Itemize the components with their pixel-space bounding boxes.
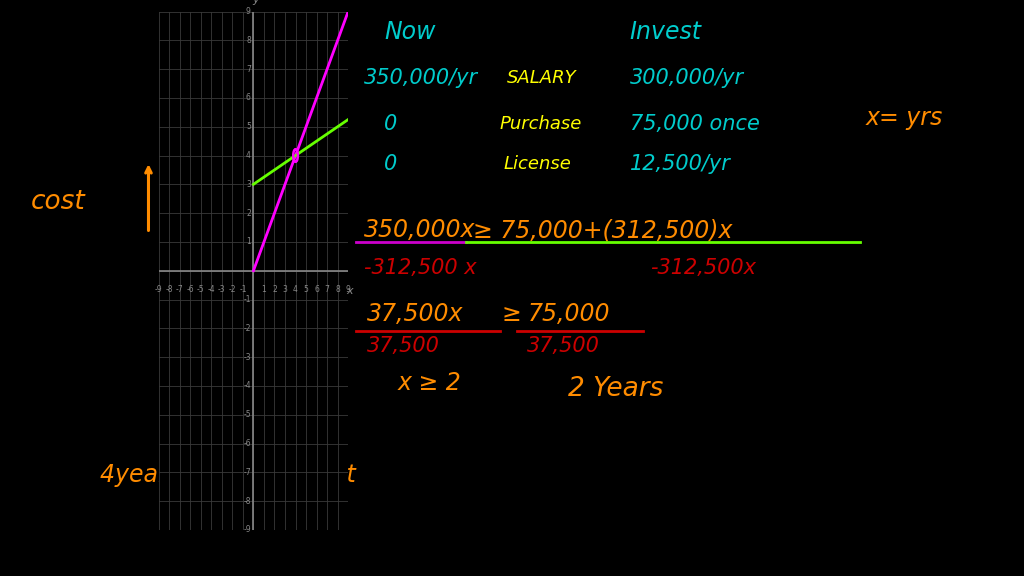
- Text: 9: 9: [246, 7, 251, 16]
- Text: SALARY: SALARY: [507, 69, 577, 87]
- Text: -2: -2: [228, 285, 237, 294]
- Text: 4years – what benefit: 4years – what benefit: [100, 463, 356, 487]
- Text: 5: 5: [304, 285, 308, 294]
- Text: -4: -4: [208, 285, 215, 294]
- Text: 37,500: 37,500: [527, 336, 600, 355]
- Text: 5: 5: [246, 122, 251, 131]
- Text: 2: 2: [246, 209, 251, 218]
- Text: -6: -6: [243, 439, 251, 448]
- Text: 4: 4: [293, 285, 298, 294]
- Text: cost: cost: [31, 188, 85, 215]
- Text: 3: 3: [283, 285, 288, 294]
- Text: -4: -4: [243, 381, 251, 391]
- Text: x: x: [346, 286, 352, 295]
- Text: 7: 7: [246, 65, 251, 74]
- Text: ≥: ≥: [502, 302, 521, 326]
- Text: 0: 0: [384, 154, 397, 174]
- Text: Now: Now: [384, 20, 435, 44]
- Text: 3: 3: [246, 180, 251, 189]
- Text: -9: -9: [155, 285, 163, 294]
- Text: 0: 0: [384, 114, 397, 134]
- Text: -8: -8: [166, 285, 173, 294]
- Text: 350,000x: 350,000x: [364, 218, 475, 242]
- Text: -5: -5: [243, 410, 251, 419]
- Text: 2: 2: [272, 285, 276, 294]
- Text: 2 Years: 2 Years: [568, 376, 664, 402]
- Text: 75,000 once: 75,000 once: [630, 114, 760, 134]
- Text: -1: -1: [240, 285, 247, 294]
- Text: 300,000/yr: 300,000/yr: [630, 68, 743, 88]
- Text: 37,500: 37,500: [367, 336, 439, 355]
- Text: x= yrs: x= yrs: [865, 106, 942, 130]
- Text: ≥ 75,000+(312,500)x: ≥ 75,000+(312,500)x: [473, 218, 732, 242]
- Text: Invest: Invest: [630, 20, 701, 44]
- Text: -312,500 x: -312,500 x: [364, 258, 476, 278]
- Text: 8: 8: [335, 285, 340, 294]
- Text: 350,000/yr: 350,000/yr: [364, 68, 477, 88]
- Text: -312,500x: -312,500x: [650, 258, 757, 278]
- Text: 1: 1: [246, 237, 251, 247]
- Text: -2: -2: [244, 324, 251, 333]
- Text: Purchase: Purchase: [500, 115, 582, 133]
- Text: -9: -9: [243, 525, 251, 535]
- Text: -8: -8: [244, 497, 251, 506]
- Text: -7: -7: [243, 468, 251, 477]
- Text: 37,500x: 37,500x: [367, 302, 463, 326]
- Text: License: License: [504, 155, 571, 173]
- Text: 75,000: 75,000: [527, 302, 610, 326]
- Text: -7: -7: [176, 285, 183, 294]
- Text: 9: 9: [346, 285, 350, 294]
- Text: -5: -5: [197, 285, 205, 294]
- Text: 6: 6: [314, 285, 319, 294]
- Text: 8: 8: [246, 36, 251, 45]
- Text: 4: 4: [246, 151, 251, 160]
- Text: 6: 6: [246, 93, 251, 103]
- Text: -6: -6: [186, 285, 195, 294]
- Text: -3: -3: [218, 285, 225, 294]
- Text: -1: -1: [244, 295, 251, 304]
- Text: y: y: [253, 0, 259, 5]
- Text: x ≥ 2: x ≥ 2: [397, 371, 461, 395]
- Text: 7: 7: [325, 285, 330, 294]
- Text: 1: 1: [261, 285, 266, 294]
- Text: 12,500/yr: 12,500/yr: [630, 154, 731, 174]
- Text: -3: -3: [243, 353, 251, 362]
